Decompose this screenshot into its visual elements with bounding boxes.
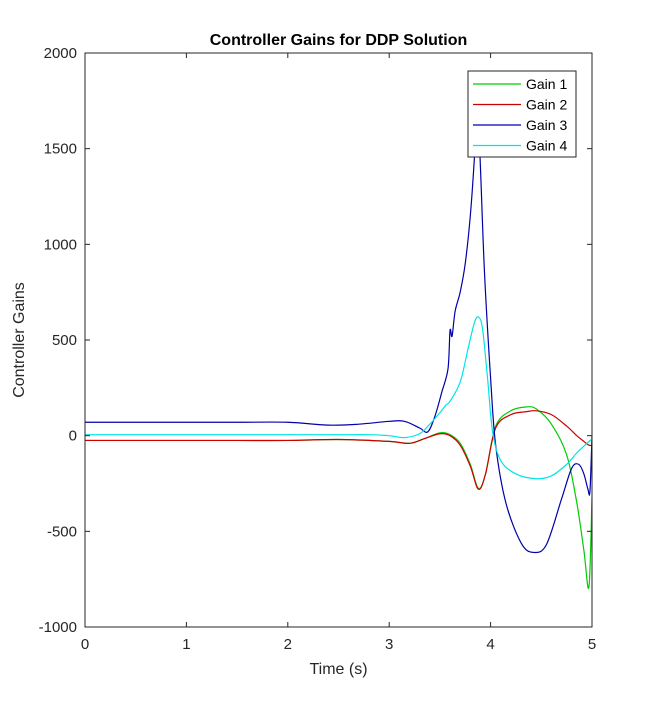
- series-group: [85, 100, 592, 589]
- series-line-gain-3: [85, 100, 592, 554]
- x-tick-label: 5: [588, 636, 596, 653]
- chart-title: Controller Gains for DDP Solution: [210, 32, 468, 49]
- ticks-group: 0 1 2 3 4 5 -1000 -500 0 500 1000 1500 2000: [39, 45, 597, 653]
- legend-label-gain-1: Gain 1: [526, 76, 567, 92]
- y-tick-label: 1500: [44, 141, 77, 158]
- x-tick-label: 0: [81, 636, 89, 653]
- x-tick-label: 3: [385, 636, 393, 653]
- y-tick-label: 1000: [44, 236, 77, 253]
- y-tick-label: -500: [47, 523, 77, 540]
- legend-box: [467, 70, 577, 158]
- y-tick-label: 500: [52, 332, 77, 349]
- y-tick-label: 0: [69, 428, 77, 445]
- legend-label-gain-3: Gain 3: [526, 117, 567, 133]
- legend-label-gain-4: Gain 4: [526, 138, 567, 154]
- legend-label-gain-2: Gain 2: [526, 97, 567, 113]
- y-tick-label: 2000: [44, 45, 77, 62]
- x-tick-label: 2: [284, 636, 292, 653]
- x-axis-label: Time (s): [309, 661, 367, 678]
- x-tick-label: 1: [182, 636, 190, 653]
- x-tick-label: 4: [486, 636, 494, 653]
- legend: Gain 1 Gain 2 Gain 3 Gain 4: [467, 70, 577, 158]
- y-axis-label: Controller Gains: [11, 282, 28, 398]
- y-tick-label: -1000: [39, 619, 77, 636]
- series-line-gain-4: [85, 316, 592, 480]
- series-line-gain-2: [85, 410, 592, 490]
